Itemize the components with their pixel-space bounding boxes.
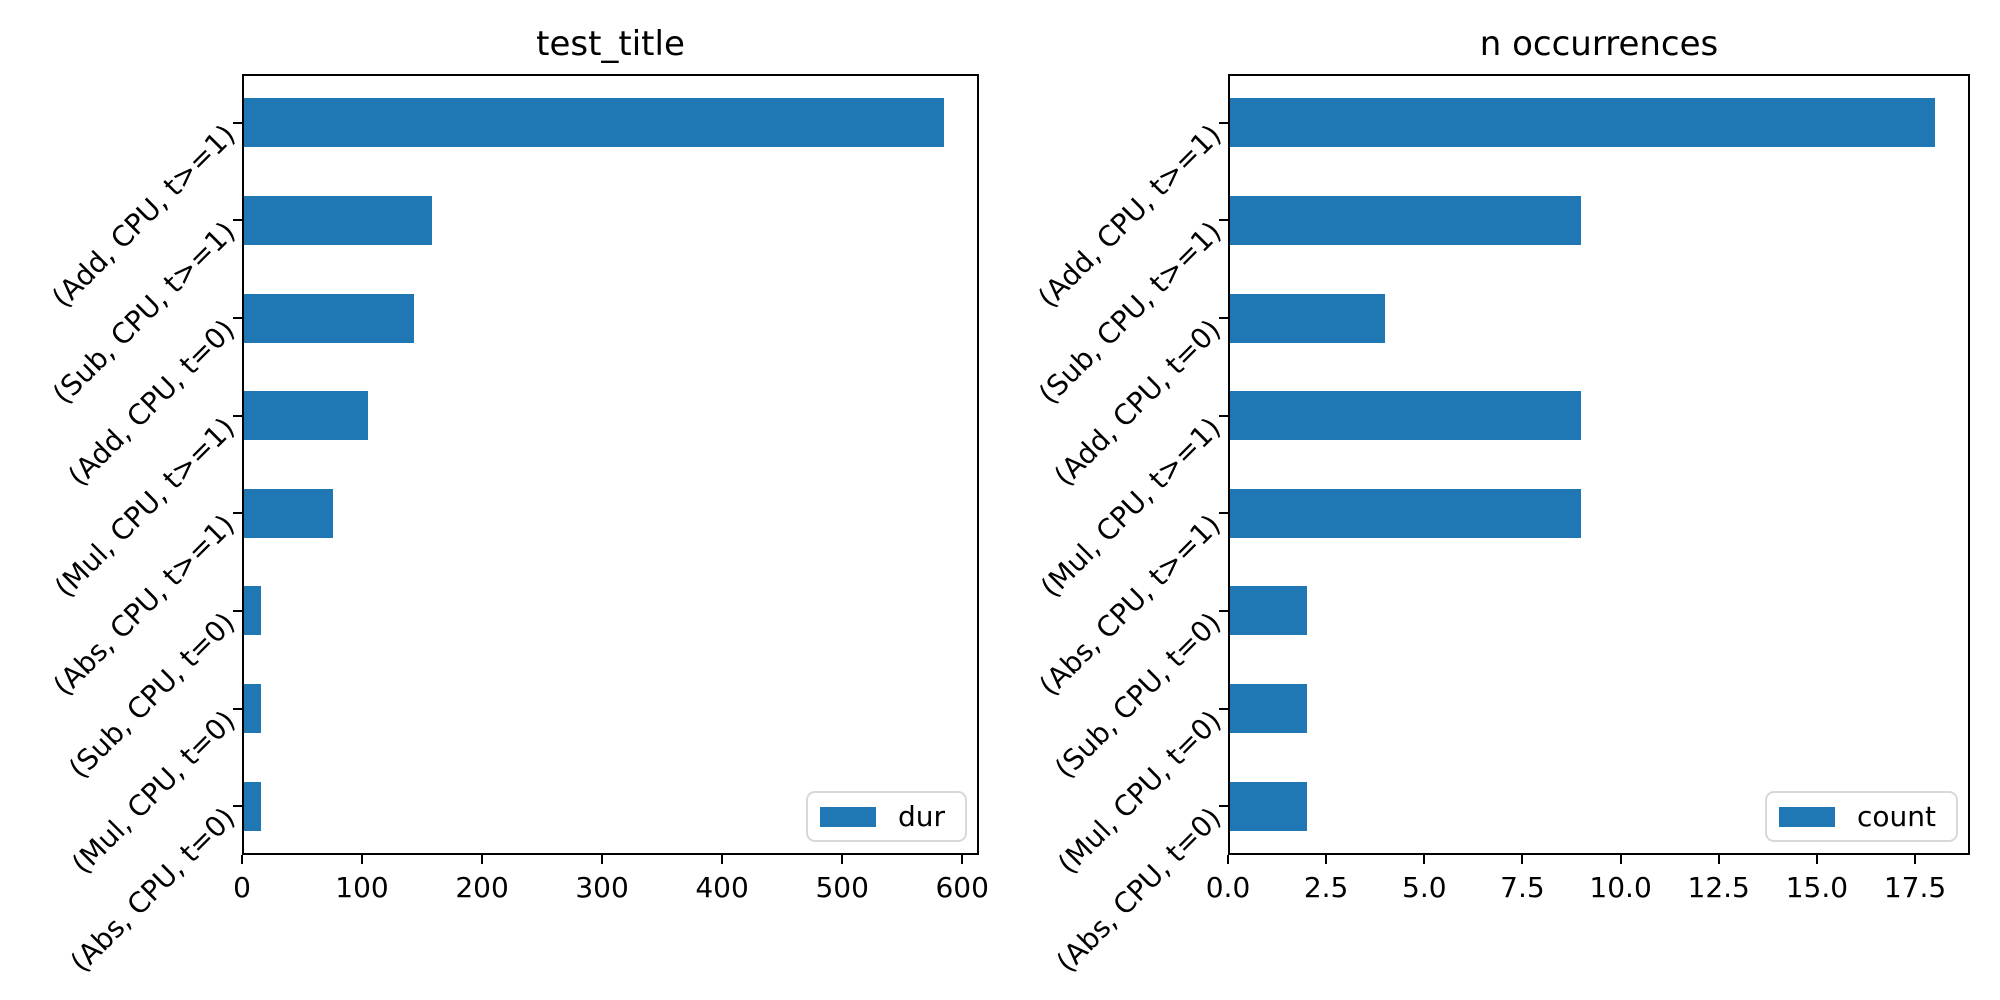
x-tick-label: 0.0 (1205, 871, 1251, 904)
y-tick-mark (233, 414, 242, 417)
x-tick-mark (1717, 855, 1720, 864)
x-tick-label: 300 (575, 871, 629, 904)
legend-label: dur (897, 799, 945, 833)
bar (1230, 391, 1582, 441)
bar (1230, 586, 1307, 636)
x-tick-mark (361, 855, 363, 864)
y-tick-mark (233, 317, 242, 320)
x-tick-label: 7.5 (1500, 871, 1545, 904)
y-tick-mark (1219, 121, 1228, 124)
plot-area (1228, 74, 1970, 855)
legend-label: count (1857, 799, 1936, 833)
y-tick-mark (1219, 609, 1228, 612)
x-tick-mark (1423, 855, 1426, 864)
bar (1230, 488, 1582, 538)
x-tick-mark (1521, 855, 1524, 864)
chart-title: n occurrences (1479, 24, 1719, 64)
x-tick-label: 10.0 (1589, 871, 1652, 904)
x-tick-mark (1815, 855, 1818, 864)
x-tick-label: 12.5 (1687, 871, 1750, 904)
legend-color-patch (1779, 806, 1835, 827)
bar (244, 391, 368, 441)
y-tick-mark (1219, 317, 1228, 320)
bar (1230, 293, 1385, 343)
y-tick-mark (233, 805, 242, 808)
y-tick-mark (1219, 512, 1228, 515)
x-tick-mark (1914, 855, 1916, 864)
y-tick-mark (1219, 219, 1228, 222)
bar (244, 293, 414, 343)
y-tick-label: (Mul, CPU, t>=1) (1034, 410, 1228, 604)
x-tick-mark (1325, 855, 1328, 864)
x-tick-mark (961, 855, 964, 864)
bar (244, 488, 334, 538)
bar (244, 586, 262, 636)
x-tick-mark (601, 855, 604, 864)
legend: count (1765, 791, 1958, 842)
y-tick-label: (Abs, CPU, t>=1) (47, 508, 242, 703)
x-tick-label: 15.0 (1785, 871, 1849, 904)
legend: dur (805, 791, 967, 842)
y-tick-mark (1219, 414, 1228, 417)
x-tick-label: 500 (815, 871, 869, 904)
y-tick-label: (Add, CPU, t>=1) (1031, 117, 1228, 314)
x-tick-mark (1619, 855, 1622, 864)
bar (244, 781, 262, 831)
bar (1230, 195, 1582, 245)
x-tick-label: 200 (455, 871, 509, 904)
x-tick-label: 600 (935, 871, 989, 904)
x-tick-mark (721, 855, 724, 864)
y-tick-label: (Sub, CPU, t>=1) (45, 215, 242, 411)
y-tick-mark (233, 707, 242, 710)
y-tick-label: (Sub, CPU, t>=1) (1031, 215, 1228, 411)
bar (244, 684, 262, 734)
bar (244, 195, 432, 245)
y-tick-mark (1219, 805, 1228, 808)
y-tick-label: (Abs, CPU, t>=1) (1033, 508, 1228, 703)
x-tick-mark (241, 855, 243, 864)
bar (1230, 684, 1307, 734)
x-tick-mark (1227, 855, 1229, 864)
x-tick-label: 400 (695, 871, 749, 904)
y-tick-mark (233, 219, 242, 222)
legend-color-patch (819, 806, 876, 827)
bar (1230, 98, 1935, 148)
plot-area (242, 74, 979, 855)
y-tick-label: (Mul, CPU, t>=1) (48, 410, 242, 604)
x-tick-label: 100 (335, 871, 389, 904)
x-tick-label: 17.5 (1883, 871, 1947, 904)
x-tick-label: 5.0 (1402, 871, 1447, 904)
x-tick-mark (481, 855, 484, 864)
chart-title: test_title (536, 24, 685, 64)
y-tick-mark (1219, 707, 1228, 710)
x-tick-label: 0 (233, 871, 251, 904)
bar (1230, 781, 1307, 831)
y-tick-mark (233, 121, 242, 124)
y-tick-mark (233, 512, 242, 515)
y-tick-label: (Add, CPU, t>=1) (45, 117, 242, 314)
x-tick-mark (841, 855, 844, 864)
y-tick-mark (233, 609, 242, 612)
x-tick-label: 2.5 (1303, 871, 1349, 904)
bar (244, 98, 945, 148)
